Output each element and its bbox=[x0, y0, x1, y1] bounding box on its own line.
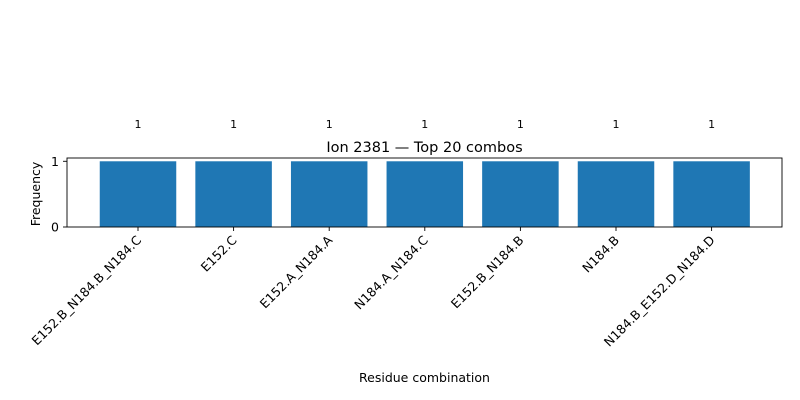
bar-value-label: 1 bbox=[421, 118, 428, 131]
y-tick-label: 0 bbox=[51, 220, 59, 235]
bar bbox=[577, 161, 655, 227]
y-axis: 01 bbox=[51, 154, 67, 235]
bar bbox=[195, 161, 272, 227]
bar bbox=[290, 161, 368, 227]
plot-frame bbox=[66, 157, 783, 228]
bar bbox=[482, 161, 559, 227]
bar bbox=[673, 161, 750, 227]
bar-value-label: 1 bbox=[230, 118, 237, 131]
bar-value-label: 1 bbox=[135, 118, 142, 131]
x-axis-label: Residue combination bbox=[359, 370, 490, 385]
y-axis-label: Frequency bbox=[28, 161, 43, 226]
bar-value-label: 1 bbox=[326, 118, 333, 131]
bar-value-label: 1 bbox=[708, 118, 715, 131]
bar bbox=[386, 161, 464, 227]
chart-title: Ion 2381 — Top 20 combos bbox=[326, 140, 522, 156]
bar-series bbox=[99, 161, 750, 227]
bar-value-label: 1 bbox=[517, 118, 524, 131]
bar-value-label: 1 bbox=[613, 118, 620, 131]
bar bbox=[99, 161, 177, 227]
data-labels: 1 1 1 1 1 1 1 bbox=[135, 118, 716, 131]
y-tick-label: 1 bbox=[51, 154, 59, 169]
